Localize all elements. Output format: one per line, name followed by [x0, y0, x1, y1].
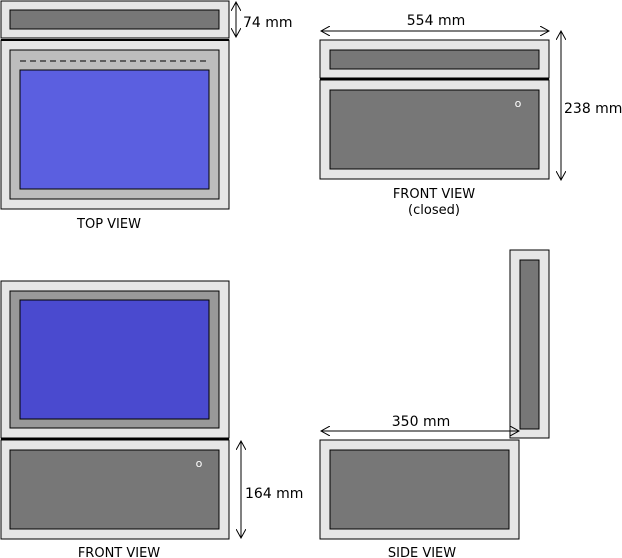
side-depth-dimension: 350 mm	[321, 414, 519, 431]
front-closed-label: FRONT VIEW	[393, 187, 475, 202]
front-view-open: o FRONT VIEW	[0, 280, 230, 558]
top-view-screen	[19, 69, 210, 190]
side-view-panel	[329, 449, 510, 530]
side-depth-dimension-label: 350 mm	[392, 414, 450, 430]
height-closed-dimension-label: 238 mm	[564, 101, 622, 117]
height-closed-dimension: 238 mm	[561, 31, 622, 180]
width-dimension-label: 554 mm	[407, 13, 465, 29]
front-view-closed: o FRONT VIEW (closed)	[319, 39, 550, 218]
front-closed-panel	[329, 89, 540, 170]
front-closed-lid-strip	[329, 49, 540, 70]
height-open-dimension: 164 mm	[241, 441, 303, 538]
front-closed-indicator: o	[515, 97, 522, 110]
front-open-screen	[19, 299, 210, 420]
top-view-label: TOP VIEW	[76, 217, 141, 232]
depth-dimension-label: 74 mm	[243, 15, 293, 31]
front-closed-sublabel: (closed)	[408, 203, 460, 218]
side-view-label: SIDE VIEW	[388, 546, 456, 558]
front-open-label: FRONT VIEW	[78, 546, 160, 558]
width-dimension: 554 mm	[321, 13, 549, 31]
height-open-dimension-label: 164 mm	[245, 486, 303, 502]
side-view-lid-strip	[519, 259, 540, 430]
front-open-panel	[9, 449, 220, 530]
top-view: TOP VIEW	[0, 0, 230, 232]
front-open-indicator: o	[196, 457, 203, 470]
depth-dimension: 74 mm	[236, 2, 293, 37]
side-view: SIDE VIEW	[319, 249, 550, 558]
top-view-lid-strip	[9, 9, 220, 30]
